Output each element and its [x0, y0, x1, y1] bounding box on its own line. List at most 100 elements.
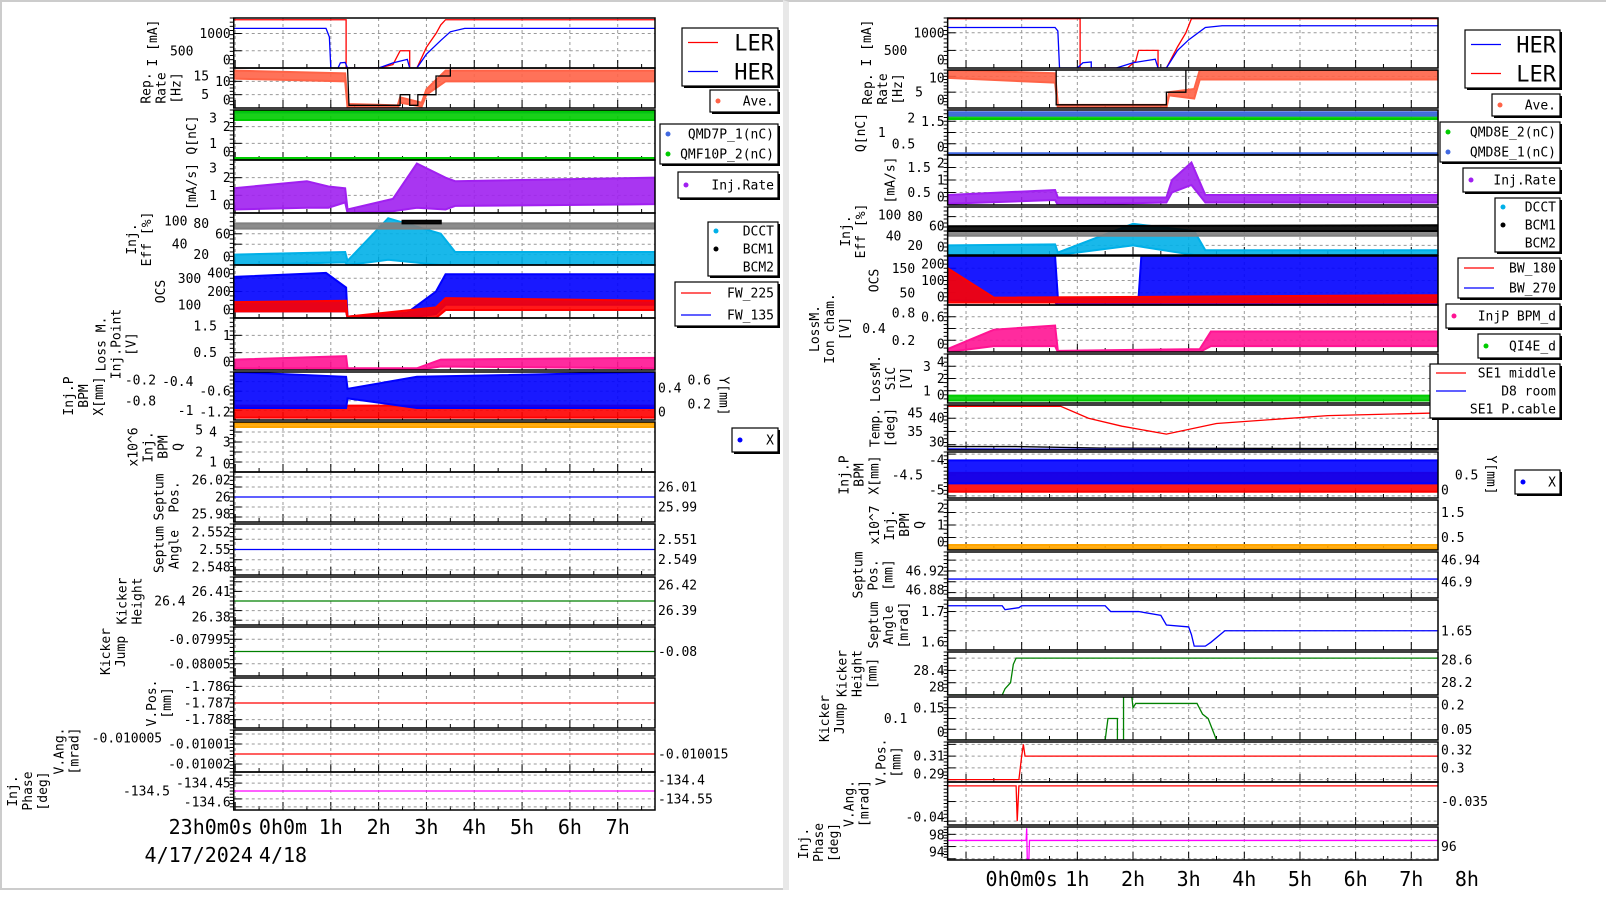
y-axis-label: BPM: [156, 435, 171, 459]
panel-frame: [946, 451, 1439, 499]
y-tick-label: 5: [915, 86, 923, 101]
panel-frame: [232, 771, 656, 811]
series-line-va: [947, 785, 1438, 822]
y-tick-label: -0.4: [162, 375, 193, 390]
y-tick-label: 1: [223, 329, 231, 344]
series-group: [947, 697, 1438, 740]
y-tick-label: 0: [223, 54, 231, 69]
legend-box: Ave.: [1491, 93, 1562, 118]
y-tick-label: 10: [929, 72, 945, 87]
legend-frame: [1477, 333, 1561, 359]
y-axis-label: OCS: [868, 269, 883, 292]
y-tick-label: 20: [907, 239, 923, 254]
panel-15: 0.29 0.31 0.3 0.32 V.Pos. [mm]: [874, 739, 1472, 786]
y-tick-label: 46.9: [1441, 575, 1472, 590]
legend-dot-marker: [665, 131, 671, 137]
legend-frame: [677, 171, 779, 199]
legend-dot-marker: [1520, 479, 1526, 485]
x-tick-label: 4h: [1232, 867, 1256, 891]
panel-11: 26.38 26.41 26.4 26.39 26.42 Kicker Height: [115, 576, 697, 626]
series-line-set: [233, 68, 655, 106]
legend-label: FW_225: [727, 287, 774, 302]
right-y-tick-label: 0.2: [687, 398, 710, 413]
y-axis-label: [Hz]: [891, 73, 906, 104]
panel-frame: [232, 576, 656, 626]
y-tick-label: 35: [907, 425, 923, 440]
legend-frame: [1491, 93, 1561, 117]
series-group: [947, 657, 1438, 695]
y-tick-label: 26.41: [192, 585, 231, 600]
y-tick-label: 0: [937, 291, 945, 306]
legend-dot-marker: [1468, 177, 1474, 183]
y-tick-label: 1: [937, 519, 945, 534]
y-tick-label: 1: [209, 189, 217, 204]
legend-frame: [1494, 197, 1561, 253]
y-axis-label: [mrad]: [858, 780, 873, 827]
legend-frame: [681, 27, 779, 87]
y-tick-label: 26.38: [192, 611, 231, 626]
left-plot-window: [0, 0, 783, 890]
y-tick-label: 98: [929, 829, 945, 844]
y-tick-label: -0.01002: [168, 758, 231, 773]
y-tick-label: 0.29: [913, 768, 944, 783]
y-tick-label: 3: [209, 112, 217, 127]
panel-frame: [946, 499, 1439, 551]
series-line-ang: [947, 605, 1438, 647]
legend-label: LER: [1516, 62, 1556, 87]
x-tick-label: 7h: [1399, 867, 1423, 891]
y-tick-label: 500: [170, 44, 193, 59]
series-line-se1-middle: [947, 405, 1438, 435]
y-tick-label: 0: [937, 338, 945, 353]
series-scatter-band-bcm2: [233, 222, 655, 230]
y-tick-label: 1.5: [907, 161, 930, 176]
y-tick-label: 0.32: [1441, 744, 1472, 759]
y-tick-label: 1: [937, 174, 945, 189]
legend-dot-marker: [665, 151, 671, 157]
y-tick-label: 2.55: [199, 543, 230, 558]
y-tick-label: 0: [223, 356, 231, 371]
series-group: [233, 271, 655, 318]
y-axis-label: [mA/s]: [185, 163, 200, 210]
x-tick-label: 2h: [367, 815, 391, 839]
y-tick-label: 200: [921, 258, 944, 273]
y-tick-label: 2: [195, 446, 203, 461]
y-tick-label: 1: [923, 384, 931, 399]
y-tick-label: 0: [937, 726, 945, 741]
legend-frame: [674, 281, 779, 327]
panel-frame: [946, 17, 1439, 69]
y-tick-label: 5: [201, 88, 209, 103]
panel-16: -0.04 -0.035 V.Ang. [mrad]: [843, 780, 1488, 827]
series-scatter-band-x: [947, 459, 1438, 485]
legend-label: Ave.: [1525, 99, 1556, 114]
y-axis-label: Inj.: [839, 215, 854, 246]
panel-14: 0 0.15 0.1 0.05 0.2 Kicker Jump: [818, 695, 1472, 742]
y-axis-label: X[mm]: [92, 376, 107, 415]
panel-0: 0 1000 500 I [mA]: [860, 17, 1439, 69]
y-axis-label: [deg]: [827, 823, 842, 862]
legend-label: HER: [1516, 33, 1556, 58]
y-tick-label: -0.035: [1441, 795, 1488, 810]
y-tick-label: 1: [878, 126, 886, 141]
legend-label: DCCT: [743, 225, 774, 240]
y-tick-label: 0.5: [907, 186, 930, 201]
y-tick-label: 0.2: [1441, 699, 1464, 714]
x-tick-label: 1h: [319, 815, 343, 839]
x-tick-label: 6h: [558, 815, 582, 839]
legend-label: InjP BPM_d: [1478, 310, 1556, 325]
y-axis-label: Phase: [812, 823, 827, 862]
legend-label: FW_135: [727, 309, 774, 324]
panel-frame: [232, 421, 656, 473]
legend-label: SE1 middle: [1478, 367, 1556, 382]
y-tick-label: 46.92: [906, 564, 945, 579]
y-tick-label: 0.5: [1441, 531, 1464, 546]
y-tick-label: -0.2: [125, 374, 156, 389]
y-tick-label: 0.5: [193, 346, 216, 361]
y-tick-label: 94: [929, 846, 945, 861]
y-tick-label: -4.5: [892, 469, 923, 484]
y-tick-label: 0.5: [892, 137, 915, 152]
panel-frame: [232, 371, 656, 421]
series-group: [947, 459, 1438, 493]
y-tick-label: 4: [209, 426, 217, 441]
